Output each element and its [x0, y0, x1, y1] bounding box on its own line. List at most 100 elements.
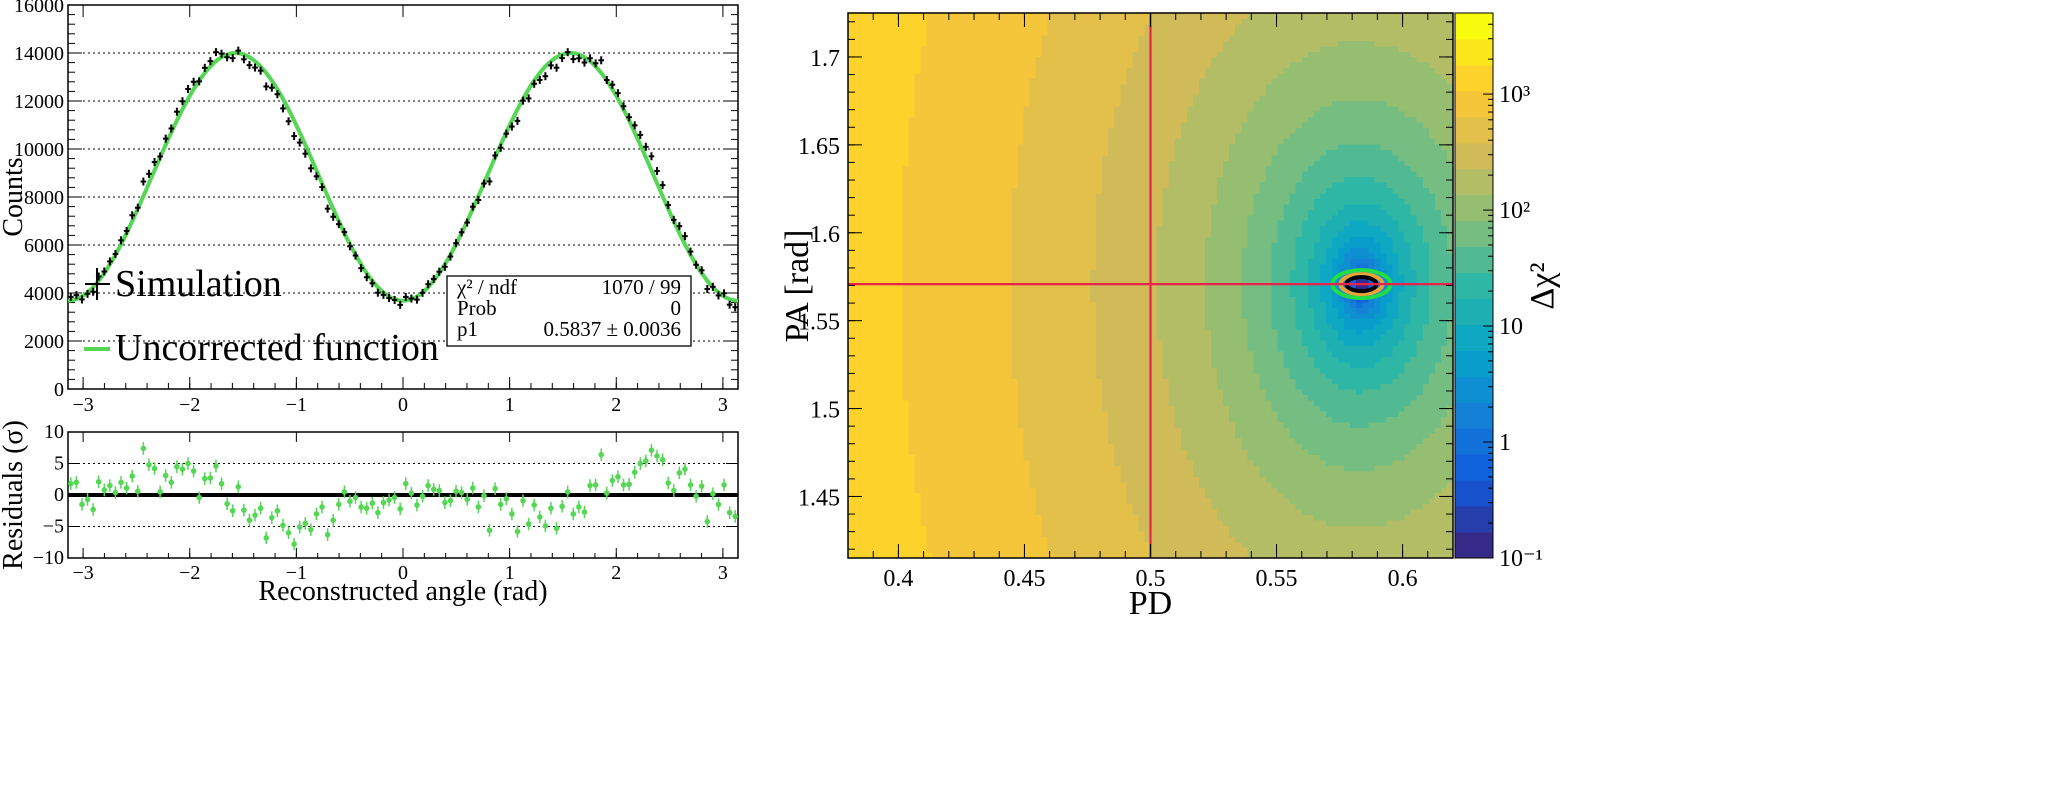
- heatmap-cell: [1071, 181, 1079, 188]
- heatmap-cell: [896, 323, 904, 330]
- heatmap-cell: [981, 29, 988, 36]
- heatmap-cell: [975, 438, 982, 445]
- heatmap-cell: [981, 449, 988, 456]
- y-axis-title: Residuals (σ): [0, 420, 29, 570]
- heatmap-cell: [1096, 127, 1103, 134]
- heatmap-cell: [1041, 236, 1049, 243]
- heatmap-cell: [896, 89, 904, 96]
- heatmap-cell: [1029, 465, 1037, 472]
- heatmap-cell: [1035, 176, 1043, 183]
- heatmap-cell: [866, 72, 873, 79]
- heatmap-cell: [1035, 236, 1043, 243]
- heatmap-cell: [1071, 296, 1079, 303]
- heatmap-cell: [932, 149, 940, 156]
- heatmap-cell: [1011, 116, 1018, 123]
- heatmap-cell: [944, 127, 952, 134]
- heatmap-cell: [890, 470, 897, 477]
- heatmap-cell: [938, 62, 946, 69]
- heatmap-cell: [896, 547, 904, 554]
- heatmap-cell: [987, 269, 994, 276]
- heatmap-cell: [938, 296, 946, 303]
- heatmap-cell: [999, 143, 1006, 150]
- heatmap-cell: [920, 198, 928, 205]
- heatmap-cell: [1059, 438, 1067, 445]
- heatmap-cell: [920, 530, 928, 537]
- heatmap-cell: [993, 225, 1000, 232]
- heatmap-cell: [872, 438, 879, 445]
- heatmap-cell: [908, 89, 916, 96]
- heatmap-cell: [932, 296, 940, 303]
- heatmap-cell: [1035, 62, 1043, 69]
- heatmap-cell: [1096, 514, 1103, 521]
- heatmap-cell: [1023, 470, 1031, 477]
- heatmap-cell: [1083, 307, 1091, 314]
- heatmap-cell: [932, 105, 940, 112]
- heatmap-cell: [1041, 296, 1049, 303]
- heatmap-cell: [1041, 356, 1049, 363]
- heatmap-cell: [993, 307, 1000, 314]
- heatmap-cell: [987, 13, 994, 20]
- heatmap-cell: [1041, 225, 1049, 232]
- heatmap-cell: [1102, 154, 1109, 161]
- heatmap-cell: [938, 378, 946, 385]
- heatmap-cell: [920, 541, 928, 548]
- heatmap-cell: [1059, 100, 1067, 107]
- heatmap-cell: [884, 318, 891, 325]
- heatmap-cell: [1090, 301, 1097, 308]
- heatmap-cell: [938, 13, 946, 20]
- heatmap-cell: [848, 13, 855, 20]
- heatmap-cell: [1005, 51, 1012, 58]
- heatmap-cell: [902, 536, 910, 543]
- heatmap-cell: [987, 394, 994, 401]
- heatmap-cell: [956, 18, 964, 25]
- heatmap-cell: [1065, 329, 1073, 336]
- heatmap-cell: [1077, 231, 1085, 238]
- heatmap-cell: [1011, 410, 1018, 417]
- heatmap-cell: [1047, 476, 1055, 483]
- heatmap-cell: [872, 470, 879, 477]
- heatmap-cell: [884, 378, 891, 385]
- heatmap-cell: [944, 203, 952, 210]
- heatmap-cell: [1047, 111, 1055, 118]
- heatmap-cell: [950, 519, 958, 526]
- heatmap-cell: [1071, 514, 1079, 521]
- heatmap-cell: [1059, 394, 1067, 401]
- heatmap-cell: [872, 258, 879, 265]
- heatmap-cell: [1011, 214, 1018, 221]
- heatmap-cell: [944, 225, 952, 232]
- heatmap-cell: [993, 323, 1000, 330]
- residual-point: [581, 509, 588, 515]
- heatmap-cell: [1011, 290, 1018, 297]
- heatmap-cell: [956, 236, 964, 243]
- heatmap-cell: [1090, 367, 1097, 374]
- heatmap-cell: [1035, 389, 1043, 396]
- heatmap-cell: [854, 187, 861, 194]
- heatmap-cell: [872, 23, 879, 30]
- heatmap-cell: [1047, 160, 1055, 167]
- heatmap-cell: [896, 318, 904, 325]
- heatmap-cell: [975, 236, 982, 243]
- heatmap-cell: [962, 45, 970, 52]
- heatmap-cell: [878, 89, 885, 96]
- heatmap-cell: [926, 247, 934, 254]
- heatmap-cell: [926, 263, 934, 270]
- heatmap-cell: [1047, 345, 1055, 352]
- heatmap-cell: [1059, 372, 1067, 379]
- heatmap-cell: [1090, 263, 1097, 270]
- heatmap-cell: [999, 274, 1006, 281]
- heatmap-cell: [981, 214, 988, 221]
- heatmap-cell: [908, 83, 916, 90]
- residual-point: [341, 489, 348, 495]
- heatmap-cell: [938, 181, 946, 188]
- heatmap-cell: [908, 18, 916, 25]
- heatmap-cell: [1090, 361, 1097, 368]
- heatmap-cell: [926, 165, 934, 172]
- residual-point: [179, 466, 186, 472]
- heatmap-cell: [932, 40, 940, 47]
- heatmap-cell: [1083, 187, 1091, 194]
- heatmap-cell: [890, 34, 897, 41]
- heatmap-cell: [944, 176, 952, 183]
- heatmap-cell: [1053, 241, 1061, 248]
- heatmap-cell: [902, 220, 910, 227]
- x-tick-label: 1: [505, 394, 515, 416]
